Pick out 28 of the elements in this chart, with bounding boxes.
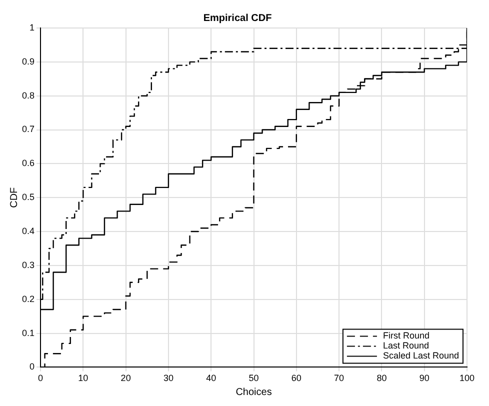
y-tick-label: 0.9 [22, 56, 35, 66]
chart-title: Empirical CDF [203, 12, 272, 24]
y-tick-label: 0.2 [22, 294, 35, 304]
x-tick-label: 80 [376, 373, 387, 384]
x-axis-title: Choices [236, 386, 272, 398]
y-tick-label: 0.4 [22, 226, 35, 236]
y-tick-label: 0.1 [22, 328, 35, 338]
x-tick-label: 0 [38, 373, 44, 384]
x-tick-label: 10 [78, 373, 88, 384]
y-tick-label: 1 [29, 22, 35, 32]
x-tick-label: 40 [206, 373, 216, 384]
y-tick-label: 0 [29, 362, 35, 372]
legend-label: First Round [382, 330, 430, 341]
y-axis-title: CDF [8, 187, 20, 208]
legend-label: Scaled Last Round [382, 350, 460, 361]
x-tick-label: 90 [419, 373, 430, 384]
x-tick-label: 30 [163, 373, 174, 384]
y-tick-label: 0.3 [22, 260, 35, 270]
x-tick-label: 60 [291, 373, 302, 384]
x-tick-label: 100 [459, 373, 475, 384]
x-tick-label: 50 [248, 373, 259, 384]
x-tick-label: 20 [120, 373, 131, 384]
y-tick-label: 0.6 [22, 158, 35, 168]
y-tick-label: 0.8 [22, 90, 35, 100]
y-tick-label: 0.5 [22, 192, 35, 202]
x-tick-label: 70 [334, 373, 344, 384]
legend-label: Last Round [382, 340, 429, 351]
y-tick-label: 0.7 [22, 124, 35, 134]
